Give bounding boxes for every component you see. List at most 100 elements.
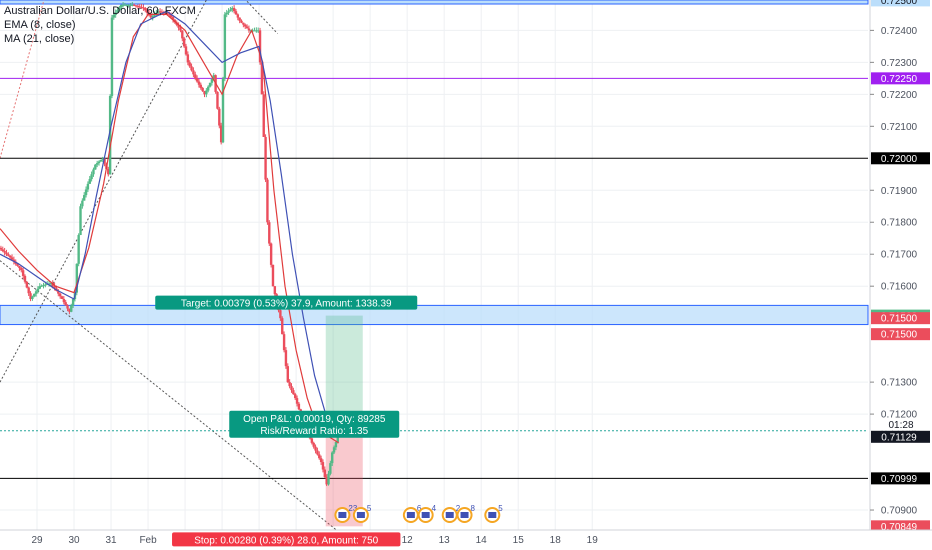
economic-events[interactable]: 23 5 6 4 2 8 5 — [334, 504, 503, 523]
candle-body — [129, 4, 132, 6]
candle-body — [208, 82, 212, 87]
candle-body — [273, 286, 277, 295]
target-label: Target: 0.00379 (0.53%) 37.9, Amount: 13… — [181, 299, 392, 310]
candle-body — [114, 12, 117, 16]
hline-price-label: 0.70999 — [881, 474, 918, 485]
price-axis-bg — [870, 0, 932, 550]
price-tick-label: 0.72100 — [881, 122, 918, 133]
candle-body — [260, 62, 264, 95]
candle-body — [331, 452, 334, 464]
candle-body — [225, 12, 228, 15]
candle-body — [186, 54, 190, 63]
candle-body — [245, 26, 249, 29]
zone-top-label-bg — [871, 0, 930, 7]
candle-body — [251, 30, 254, 32]
countdown-bg — [871, 417, 930, 431]
candle-body — [266, 179, 269, 223]
price-tick-label: 0.71200 — [881, 410, 918, 421]
time-axis[interactable]: 293031Feb4567811121314151819 — [0, 529, 932, 550]
support-zone-box — [0, 304, 869, 326]
ma-line — [0, 10, 340, 431]
event-marker[interactable]: 5 — [352, 504, 372, 523]
candle-body — [223, 14, 227, 79]
candle-body — [25, 281, 29, 288]
price-tick-label: 0.72300 — [881, 58, 918, 69]
candle-body — [68, 308, 71, 312]
candle-body — [97, 161, 101, 164]
candle-body — [184, 46, 188, 55]
price-label-bg — [871, 328, 930, 341]
candle-body — [0, 247, 3, 250]
candle-body — [145, 10, 149, 13]
candle-body — [90, 174, 93, 180]
candle-body — [325, 476, 328, 485]
candle-body — [44, 284, 47, 286]
time-tick-label: 19 — [587, 535, 599, 546]
candle-body — [151, 15, 154, 18]
event-marker[interactable]: 23 — [334, 504, 358, 523]
candle-body — [290, 386, 293, 391]
candle-body — [282, 334, 286, 351]
candle-body — [242, 22, 245, 25]
candle-body — [108, 95, 112, 175]
candle-body — [284, 350, 288, 367]
candle-body — [155, 12, 158, 15]
time-tick-label: 29 — [31, 535, 43, 546]
candle-body — [168, 13, 171, 15]
candle-body — [18, 265, 21, 269]
candle-body — [12, 259, 16, 262]
time-tick-label: 13 — [439, 535, 451, 546]
trendline-top — [245, 0, 278, 34]
price-label: 0.71500 — [881, 314, 918, 325]
candle-body — [58, 293, 62, 297]
candle-body — [253, 30, 256, 32]
candle-body — [329, 463, 332, 474]
candle-body — [171, 17, 175, 20]
price-series — [0, 2, 339, 487]
candle-body — [40, 285, 43, 287]
price-tick-label: 0.72200 — [881, 90, 918, 101]
stop-label: Stop: 0.00280 (0.39%) 28.0, Amount: 750 — [194, 535, 378, 546]
time-tick-label: 31 — [105, 535, 117, 546]
candle-body — [244, 24, 247, 27]
candle-body — [192, 70, 195, 75]
event-marker[interactable]: 5 — [484, 504, 503, 523]
trendlines — [0, 0, 356, 546]
candle-body — [269, 243, 273, 265]
candle-body — [118, 7, 121, 10]
candle-body — [83, 195, 86, 201]
candle-body — [199, 84, 203, 88]
candle-body — [258, 30, 262, 63]
candle-body — [293, 394, 297, 399]
candle-body — [60, 296, 64, 299]
event-marker[interactable]: 4 — [417, 504, 437, 523]
candle-body — [279, 310, 282, 319]
price-label: 0.71500 — [881, 330, 918, 341]
candle-body — [240, 20, 243, 23]
candle-body — [94, 164, 97, 170]
risk-reward-label: Risk/Reward Ratio: 1.35 — [260, 426, 368, 437]
candle-body — [236, 14, 240, 18]
time-tick-label: 18 — [550, 535, 562, 546]
event-count: 5 — [498, 504, 503, 513]
open-pnl-label: Open P&L: 0.00019, Qty: 89285 — [243, 414, 386, 425]
event-marker[interactable]: 8 — [456, 504, 476, 523]
symbol-title[interactable]: Australian Dollar/U.S. Dollar, 60, FXCM — [4, 5, 196, 17]
candle-body — [207, 86, 210, 91]
candle-body — [81, 200, 84, 207]
ema-legend[interactable]: EMA (8, close) — [4, 19, 76, 31]
ma-legend[interactable]: MA (21, close) — [4, 33, 75, 45]
candle-body — [227, 11, 230, 13]
candle-body — [231, 7, 234, 10]
price-axis[interactable]: 0.72400 0.72300 0.72200 0.72100 0.71900 0.718… — [869, 0, 932, 550]
time-tick-label: 15 — [513, 535, 525, 546]
candle-body — [182, 38, 186, 47]
candle-body — [221, 78, 225, 143]
stop-label-bg — [172, 532, 401, 547]
candle-body — [321, 462, 325, 470]
candle-body — [101, 158, 104, 160]
candle-body — [195, 78, 199, 82]
chart-legend: Australian Dollar/U.S. Dollar, 60, FXCM … — [4, 4, 196, 46]
